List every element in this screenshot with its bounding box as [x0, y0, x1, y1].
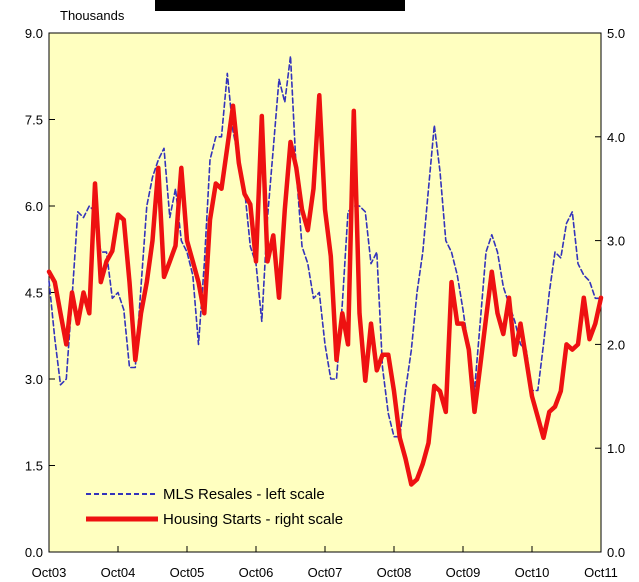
right-tick-label: 3.0: [607, 234, 625, 249]
right-tick-label: 0.0: [607, 545, 625, 560]
x-tick-label: Oct11: [584, 565, 618, 580]
left-tick-label: 6.0: [25, 199, 43, 214]
right-tick-label: 2.0: [607, 337, 625, 352]
x-tick-label: Oct06: [239, 565, 274, 580]
x-tick-label: Oct08: [377, 565, 412, 580]
x-tick-label: Oct04: [101, 565, 136, 580]
right-tick-label: 5.0: [607, 26, 625, 41]
left-tick-label: 9.0: [25, 26, 43, 41]
right-axis: 0.0 1.0 2.0 3.0 4.0 5.0: [595, 26, 625, 560]
left-tick-label: 7.5: [25, 113, 43, 128]
left-tick-label: 1.5: [25, 459, 43, 474]
x-tick-label: Oct10: [515, 565, 550, 580]
x-axis: Oct03 Oct04 Oct05 Oct06 Oct07 Oct08 Oct09 Oct10…: [32, 546, 618, 580]
series-line-housing-starts: [46, 93, 604, 487]
legend: MLS Resales - left scale Housing Starts …: [86, 486, 343, 528]
legend-label-housing-starts: Housing Starts - right scale: [163, 511, 343, 528]
right-tick-label: 4.0: [607, 130, 625, 145]
x-tick-label: Oct07: [308, 565, 343, 580]
left-tick-label: 3.0: [25, 372, 43, 387]
left-tick-label: 4.5: [25, 286, 43, 301]
left-tick-label: 0.0: [25, 545, 43, 560]
left-axis-unit-label: Thousands: [60, 8, 125, 23]
series-layer: [46, 55, 604, 487]
legend-label-mls-resales: MLS Resales - left scale: [163, 486, 325, 503]
x-tick-label: Oct03: [32, 565, 67, 580]
right-tick-label: 1.0: [607, 441, 625, 456]
top-black-band: [155, 0, 405, 11]
x-tick-label: Oct09: [446, 565, 481, 580]
x-tick-label: Oct05: [170, 565, 205, 580]
